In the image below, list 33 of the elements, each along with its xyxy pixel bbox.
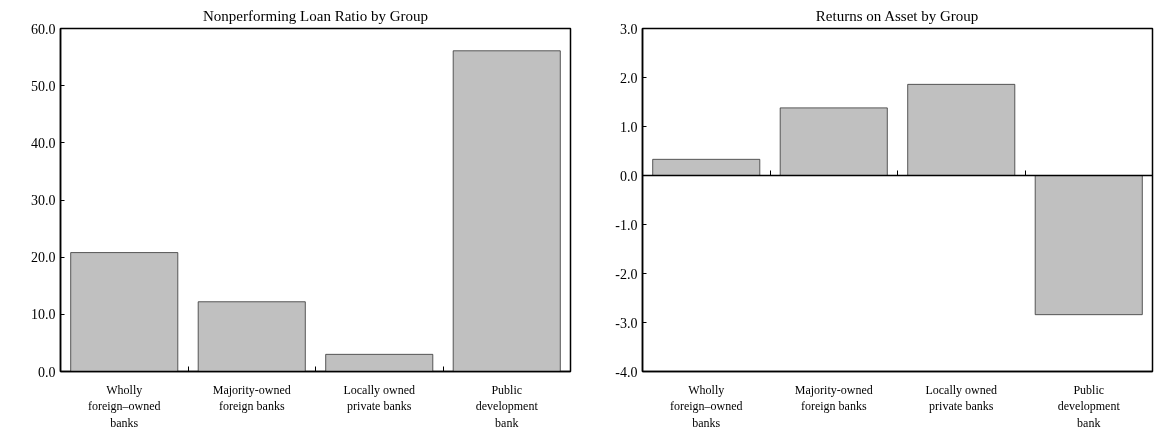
y-tick-label: 2.0 — [620, 70, 638, 86]
bar — [1034, 175, 1143, 316]
x-tick-label: Public development bank — [475, 382, 539, 431]
bar — [325, 353, 434, 372]
bar — [197, 301, 306, 372]
y-tick-label: 60.0 — [31, 21, 56, 37]
y-tick-label: 40.0 — [31, 135, 56, 151]
x-tick-label: Public development bank — [1057, 382, 1121, 431]
chart-title: Returns on Asset by Group — [815, 7, 979, 24]
y-tick-label: 3.0 — [620, 21, 638, 37]
bar — [70, 252, 179, 372]
y-tick-label: 0.0 — [620, 168, 638, 184]
y-tick-label: -4.0 — [615, 364, 638, 380]
y-tick-label: 0.0 — [38, 364, 56, 380]
bar — [652, 158, 761, 176]
x-tick-label: Wholly foreign–owned banks — [87, 382, 161, 431]
chart-title: Nonperforming Loan Ratio by Group — [203, 7, 428, 24]
x-tick-label: Wholly foreign–owned banks — [669, 382, 743, 431]
bar — [779, 107, 888, 176]
x-tick-label: Majority-owned foreign banks — [794, 382, 873, 414]
y-tick-label: -2.0 — [615, 266, 638, 282]
y-tick-label: 20.0 — [31, 250, 56, 266]
y-tick-label: 10.0 — [31, 307, 56, 323]
x-tick-label: Locally owned private banks — [343, 382, 416, 414]
y-tick-label: 30.0 — [31, 193, 56, 208]
bar — [907, 83, 1016, 176]
y-tick-label: -1.0 — [615, 217, 638, 233]
y-tick-label: 50.0 — [31, 78, 56, 94]
bar — [452, 50, 561, 372]
y-tick-label: -3.0 — [615, 315, 638, 331]
x-tick-label: Majority-owned foreign banks — [212, 382, 291, 414]
y-tick-label: 1.0 — [620, 119, 638, 135]
x-tick-label: Locally owned private banks — [925, 382, 998, 414]
